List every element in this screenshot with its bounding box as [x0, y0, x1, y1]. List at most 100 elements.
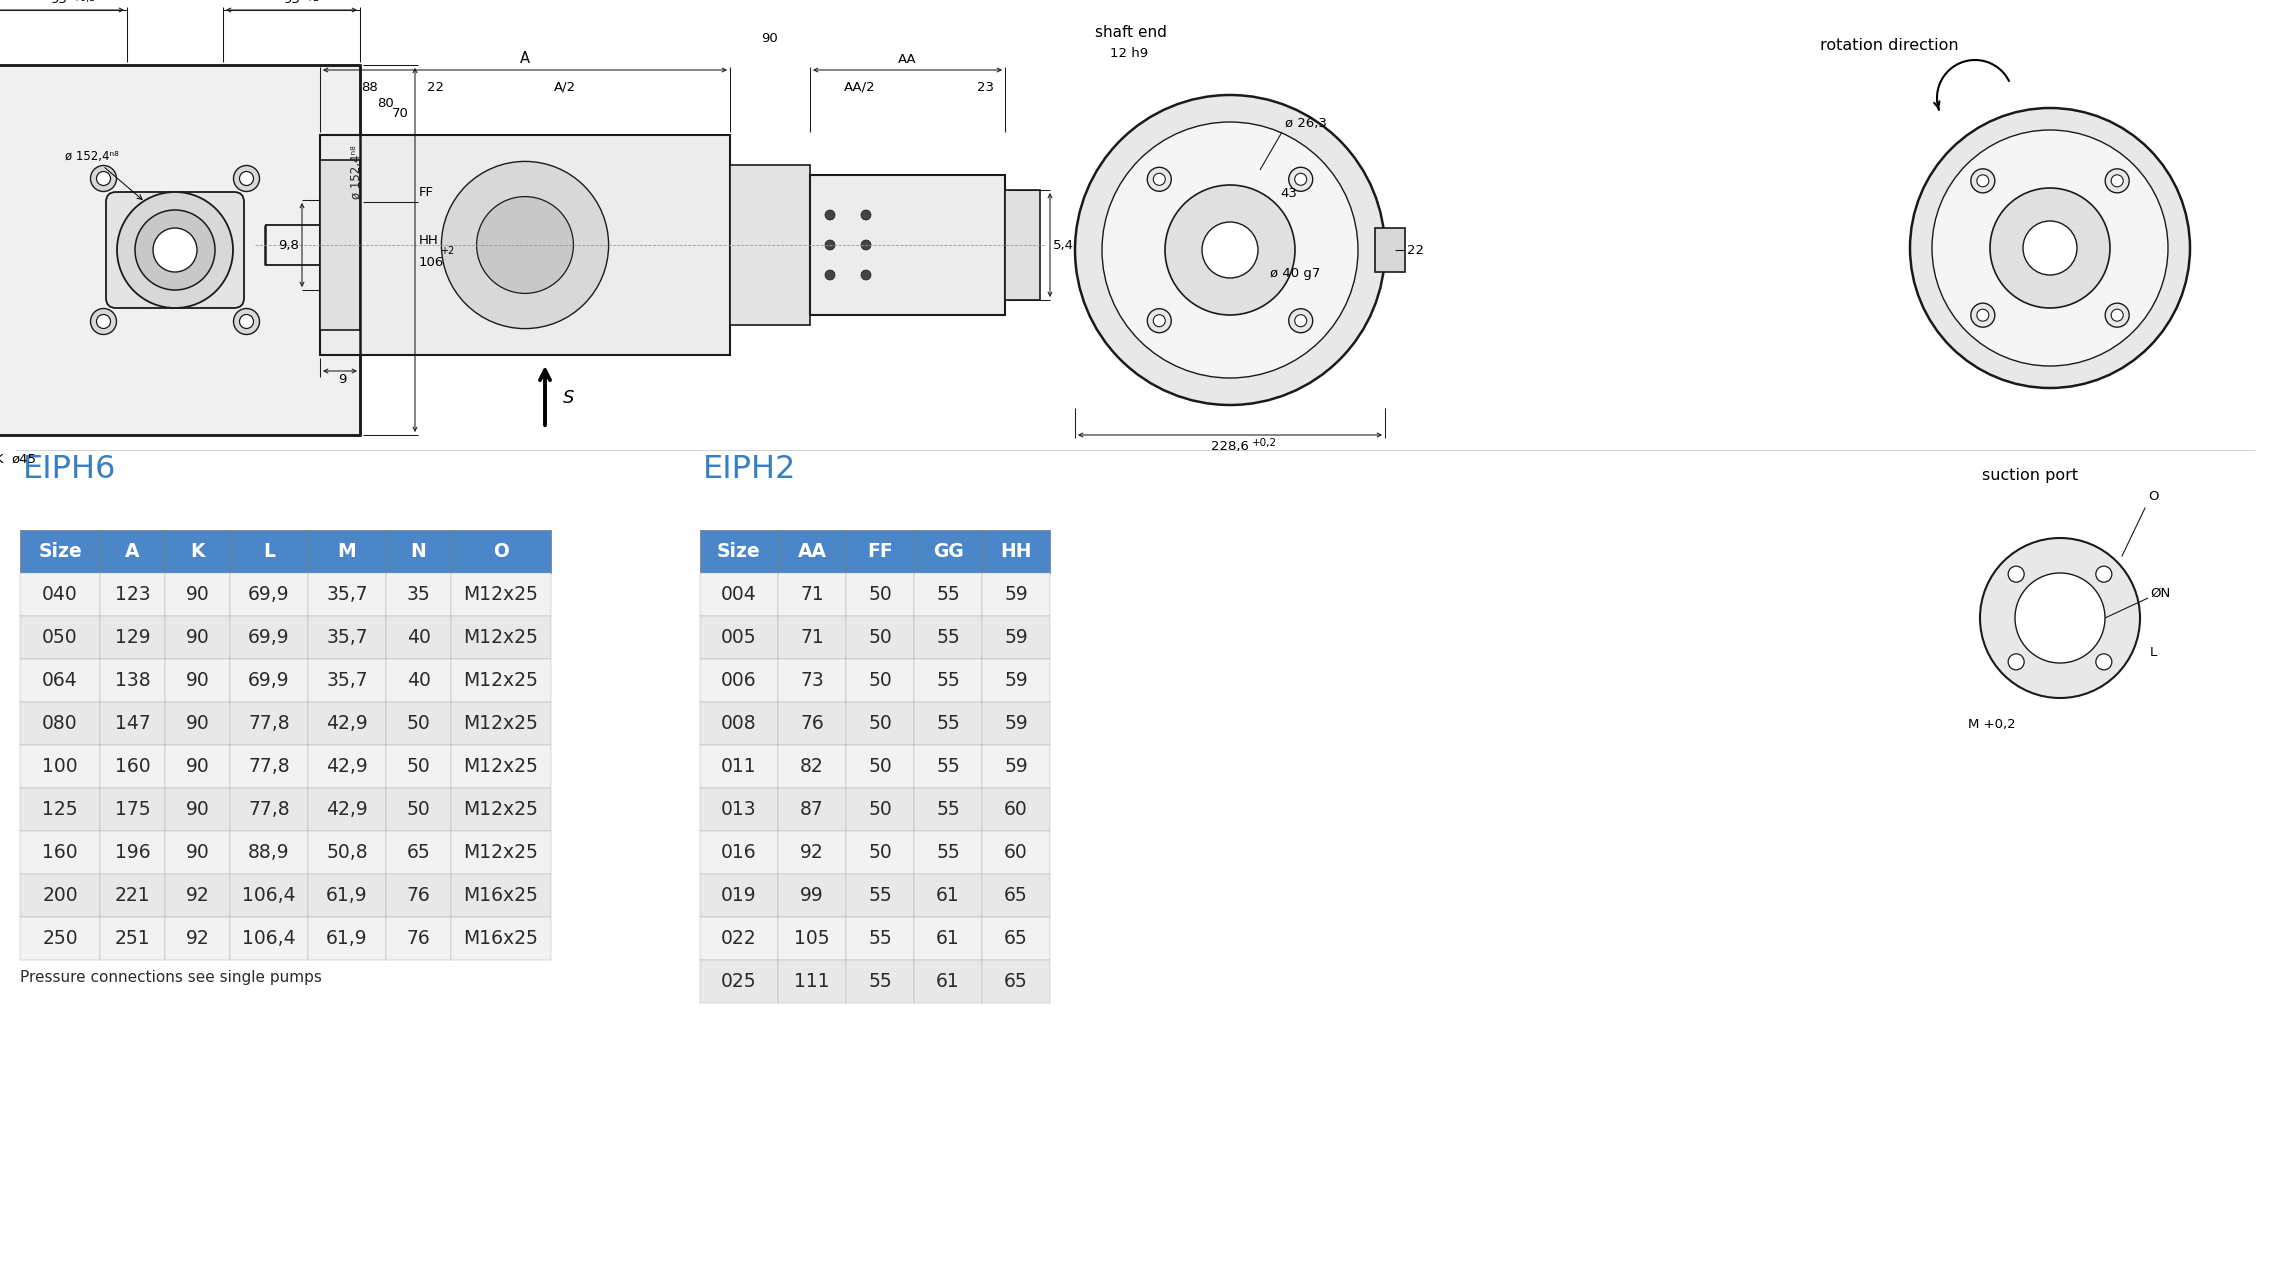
Bar — [166, 573, 229, 616]
Circle shape — [861, 210, 870, 221]
Text: 87: 87 — [800, 800, 825, 819]
Bar — [229, 616, 309, 659]
Circle shape — [1166, 185, 1295, 314]
Text: 022: 022 — [720, 929, 757, 948]
Text: 60: 60 — [1004, 800, 1027, 819]
Bar — [100, 787, 166, 831]
Text: 50: 50 — [407, 757, 429, 776]
Text: 42,9: 42,9 — [327, 714, 368, 733]
Circle shape — [1295, 174, 1306, 185]
Circle shape — [1931, 131, 2167, 366]
Bar — [845, 573, 913, 616]
Bar — [229, 787, 309, 831]
Bar — [100, 702, 166, 746]
Circle shape — [239, 171, 254, 185]
Bar — [1004, 190, 1041, 301]
Circle shape — [1295, 314, 1306, 327]
Text: 50: 50 — [407, 800, 429, 819]
Bar — [386, 702, 452, 746]
Bar — [700, 702, 777, 746]
Text: K: K — [0, 453, 5, 467]
Bar — [386, 917, 452, 960]
Bar — [913, 787, 982, 831]
Bar — [386, 530, 452, 573]
Bar — [452, 659, 552, 702]
Text: 92: 92 — [186, 929, 209, 948]
Text: 90: 90 — [186, 757, 209, 776]
Bar — [452, 702, 552, 746]
Circle shape — [91, 166, 116, 191]
Text: ø 152,4ⁿ⁸: ø 152,4ⁿ⁸ — [350, 145, 364, 199]
Bar — [1375, 228, 1404, 273]
Text: 111: 111 — [795, 973, 829, 992]
Circle shape — [95, 314, 111, 328]
Text: O: O — [493, 541, 509, 560]
Text: +2: +2 — [441, 246, 454, 256]
Circle shape — [1147, 167, 1172, 191]
Text: M12x25: M12x25 — [463, 757, 538, 776]
Circle shape — [95, 171, 111, 185]
Circle shape — [1970, 169, 1995, 193]
Bar — [845, 659, 913, 702]
Text: 23: 23 — [977, 81, 993, 94]
Text: A/2: A/2 — [554, 81, 577, 94]
Circle shape — [825, 210, 836, 221]
Text: 50,8: 50,8 — [327, 843, 368, 862]
Text: AA: AA — [897, 53, 918, 66]
Bar — [166, 831, 229, 874]
Text: 90: 90 — [186, 714, 209, 733]
Text: 40: 40 — [407, 628, 429, 647]
Text: HH: HH — [418, 233, 438, 246]
Text: rotation direction: rotation direction — [1820, 38, 1958, 53]
Bar — [700, 530, 777, 573]
Circle shape — [1979, 538, 2140, 697]
Circle shape — [1990, 188, 2111, 308]
Bar — [700, 573, 777, 616]
Text: AA/2: AA/2 — [845, 81, 875, 94]
Text: 100: 100 — [43, 757, 77, 776]
Text: 019: 019 — [720, 886, 757, 905]
Bar — [452, 874, 552, 917]
Bar — [100, 530, 166, 573]
Text: 200: 200 — [43, 886, 77, 905]
Bar — [20, 573, 100, 616]
Bar — [386, 787, 452, 831]
Bar — [386, 659, 452, 702]
Circle shape — [1147, 308, 1172, 332]
Text: 147: 147 — [114, 714, 150, 733]
Circle shape — [234, 308, 259, 335]
Circle shape — [2106, 169, 2129, 193]
Text: 55: 55 — [936, 757, 959, 776]
Text: Size: Size — [718, 541, 761, 560]
Circle shape — [441, 161, 609, 328]
Bar — [166, 659, 229, 702]
Circle shape — [1288, 308, 1313, 332]
Text: 95: 95 — [50, 0, 66, 6]
Bar — [982, 831, 1050, 874]
Text: 65: 65 — [1004, 886, 1027, 905]
Bar — [166, 616, 229, 659]
Bar — [982, 702, 1050, 746]
Bar — [845, 787, 913, 831]
Bar — [845, 530, 913, 573]
Circle shape — [239, 314, 254, 328]
Text: 105: 105 — [795, 929, 829, 948]
Bar — [20, 530, 100, 573]
Text: 50: 50 — [868, 757, 893, 776]
Bar — [166, 787, 229, 831]
Bar — [229, 746, 309, 787]
Bar — [229, 530, 309, 573]
Bar — [309, 746, 386, 787]
Text: M16x25: M16x25 — [463, 886, 538, 905]
Text: 50: 50 — [868, 671, 893, 690]
Text: M12x25: M12x25 — [463, 671, 538, 690]
Text: 60: 60 — [1004, 843, 1027, 862]
Text: 125: 125 — [43, 800, 77, 819]
Text: A: A — [125, 541, 141, 560]
Text: 71: 71 — [800, 585, 825, 604]
Text: 59: 59 — [1004, 585, 1027, 604]
Bar — [386, 616, 452, 659]
Circle shape — [1977, 309, 1988, 321]
Bar — [309, 787, 386, 831]
Text: 35,7: 35,7 — [327, 628, 368, 647]
